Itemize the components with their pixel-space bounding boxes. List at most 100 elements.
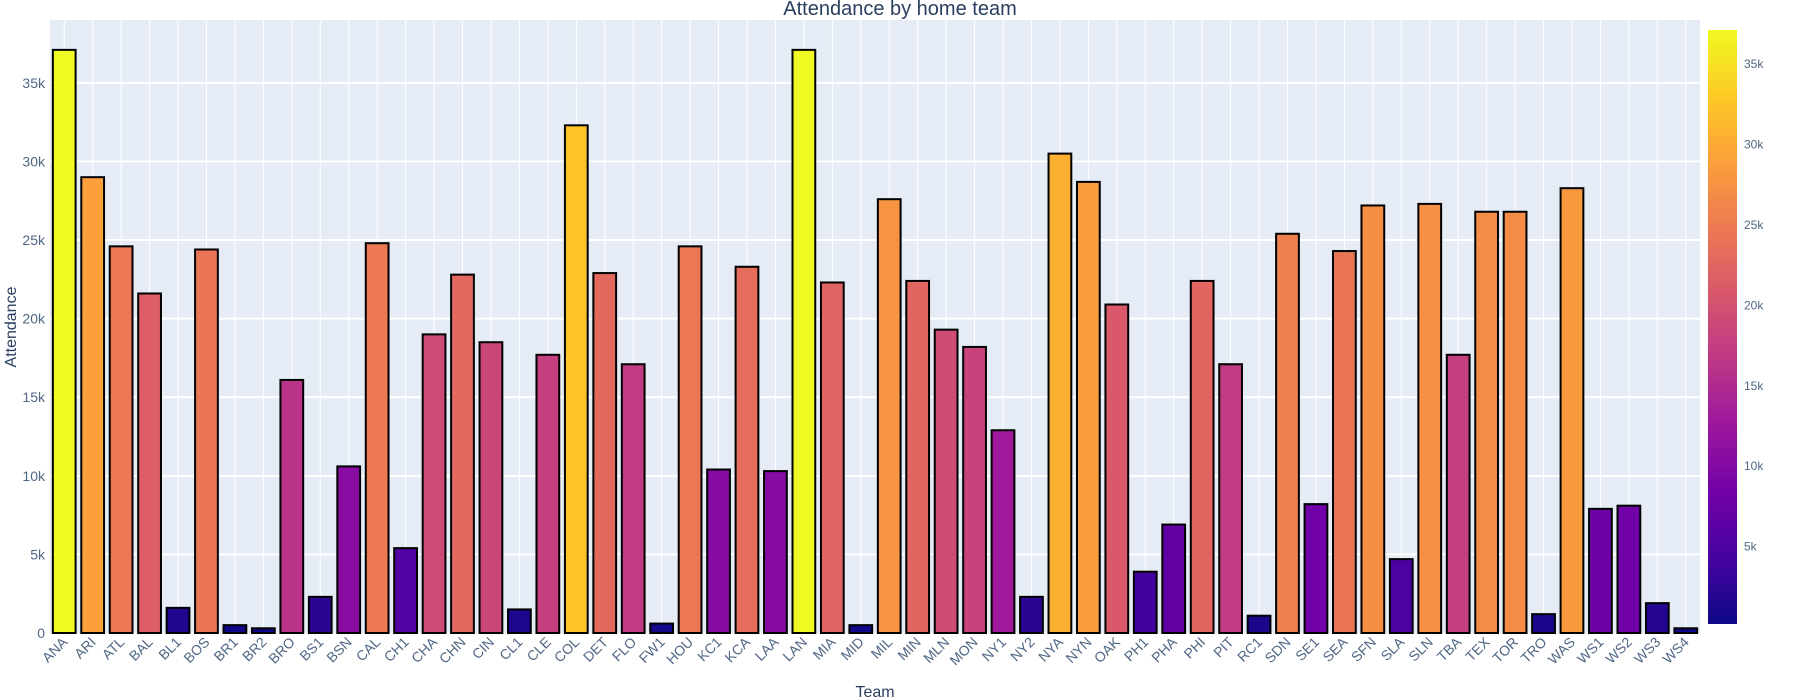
x-tick-label: RC1: [1234, 634, 1265, 665]
bar-cha: [421, 333, 447, 634]
x-tick-label: KCA: [721, 633, 753, 665]
x-tick-label: PHA: [1148, 633, 1180, 665]
x-tick-label: NYN: [1062, 634, 1094, 666]
bar-laa: [763, 470, 788, 634]
bar-ws3: [1644, 602, 1670, 635]
bar-bal: [137, 292, 162, 634]
x-tick-label: LAN: [779, 634, 810, 665]
x-tick-label: BSN: [323, 634, 355, 666]
bar-atl: [108, 245, 134, 634]
bar-pha: [1161, 523, 1187, 634]
bar-sea: [1332, 250, 1357, 635]
x-tick-label: CAL: [353, 634, 384, 665]
y-tick-label: 15k: [22, 389, 46, 405]
x-tick-label: HOU: [663, 634, 696, 667]
x-tick-label: WAS: [1545, 634, 1578, 667]
x-tick-label: PH1: [1121, 634, 1152, 665]
x-tick-label: SFN: [1348, 634, 1379, 665]
x-tick-label: KC1: [694, 634, 725, 665]
bar-rc1: [1246, 614, 1272, 635]
bar-bl1: [165, 606, 191, 634]
x-tick-label: BR1: [210, 634, 241, 665]
x-tick-label: MLN: [920, 634, 952, 666]
x-tick-label: PIT: [1210, 633, 1237, 660]
x-axis-title: Team: [855, 684, 894, 700]
x-tick-label: DET: [580, 633, 611, 664]
y-tick-label: 25k: [22, 232, 46, 248]
x-tick-label: WS2: [1602, 634, 1635, 667]
bar-tba: [1445, 353, 1471, 634]
bar-ny2: [1019, 595, 1044, 634]
x-tick-label: TBA: [1434, 633, 1465, 664]
x-tick-label: CIN: [469, 634, 497, 662]
y-tick-label: 30k: [22, 153, 46, 169]
bar-cl1: [507, 608, 532, 635]
bar-br1: [222, 624, 248, 635]
x-tick-label: WS3: [1631, 634, 1664, 667]
y-tick-label: 10k: [22, 468, 46, 484]
colorbar-ticks: 5k 10k 15k 20k 25k 30k 35k: [1744, 57, 1764, 554]
x-tick-label: TOR: [1489, 634, 1521, 666]
bar-was: [1559, 187, 1585, 635]
x-tick-label: MIN: [894, 634, 923, 663]
bar-cle: [535, 353, 561, 634]
bar-flo: [620, 363, 646, 634]
bar-ny1: [990, 429, 1016, 634]
bar-sfn: [1360, 204, 1386, 634]
bar-kca: [734, 265, 760, 634]
bar-sdn: [1275, 232, 1300, 634]
x-tick-label: SE1: [1292, 634, 1322, 664]
x-tick-label: FW1: [636, 634, 668, 666]
bar-fw1: [649, 622, 675, 634]
x-tick-label: WS4: [1659, 634, 1692, 667]
bar-bro: [279, 378, 305, 635]
colorbar-tick-label: 20k: [1744, 298, 1764, 312]
chart-title: Attendance by home team: [783, 0, 1016, 20]
x-tick-label: BL1: [155, 634, 184, 663]
bar-tex: [1474, 210, 1500, 634]
bars: [51, 48, 1699, 635]
bar-ph1: [1132, 570, 1158, 635]
bar-ana: [51, 48, 77, 635]
y-tick-label: 5k: [30, 546, 46, 562]
bar-nya: [1047, 152, 1073, 634]
bar-mid: [848, 624, 874, 635]
bar-mln: [933, 328, 959, 634]
bar-ari: [80, 176, 106, 635]
bar-det: [592, 272, 618, 634]
x-tick-label: SEA: [1319, 633, 1351, 665]
x-tick-label: WS1: [1574, 634, 1607, 667]
colorbar: [1708, 30, 1737, 624]
x-tick-label: TRO: [1517, 634, 1549, 666]
y-axis-ticks: 0 5k 10k 15k 20k 25k 30k 35k: [22, 75, 46, 641]
x-tick-label: CH1: [381, 634, 412, 665]
x-tick-label: CHA: [408, 633, 441, 666]
bar-br2: [250, 627, 276, 634]
x-tick-label: PHI: [1180, 634, 1208, 662]
x-tick-label: BAL: [126, 634, 156, 664]
x-tick-label: ATL: [99, 634, 128, 663]
bar-chn: [450, 273, 475, 634]
bar-mia: [819, 281, 845, 634]
x-tick-label: BOS: [180, 634, 212, 666]
y-axis-title: Attendance: [3, 286, 20, 367]
bar-oak: [1104, 303, 1130, 634]
colorbar-tick-label: 35k: [1744, 57, 1764, 71]
x-tick-label: MIL: [868, 634, 896, 662]
colorbar-tick-label: 30k: [1744, 137, 1764, 151]
x-tick-label: CHN: [436, 634, 469, 667]
bar-hou: [677, 245, 703, 634]
x-tick-label: NYA: [1035, 633, 1066, 664]
bar-mil: [876, 198, 902, 635]
bar-col: [563, 124, 589, 635]
bar-mon: [962, 345, 987, 634]
bar-se1: [1303, 503, 1329, 634]
x-tick-label: ARI: [71, 634, 99, 662]
y-tick-label: 35k: [22, 75, 46, 91]
x-tick-label: MIA: [810, 633, 839, 662]
bar-ws4: [1673, 627, 1699, 634]
bar-bos: [194, 248, 219, 634]
x-tick-label: SLA: [1377, 633, 1407, 663]
